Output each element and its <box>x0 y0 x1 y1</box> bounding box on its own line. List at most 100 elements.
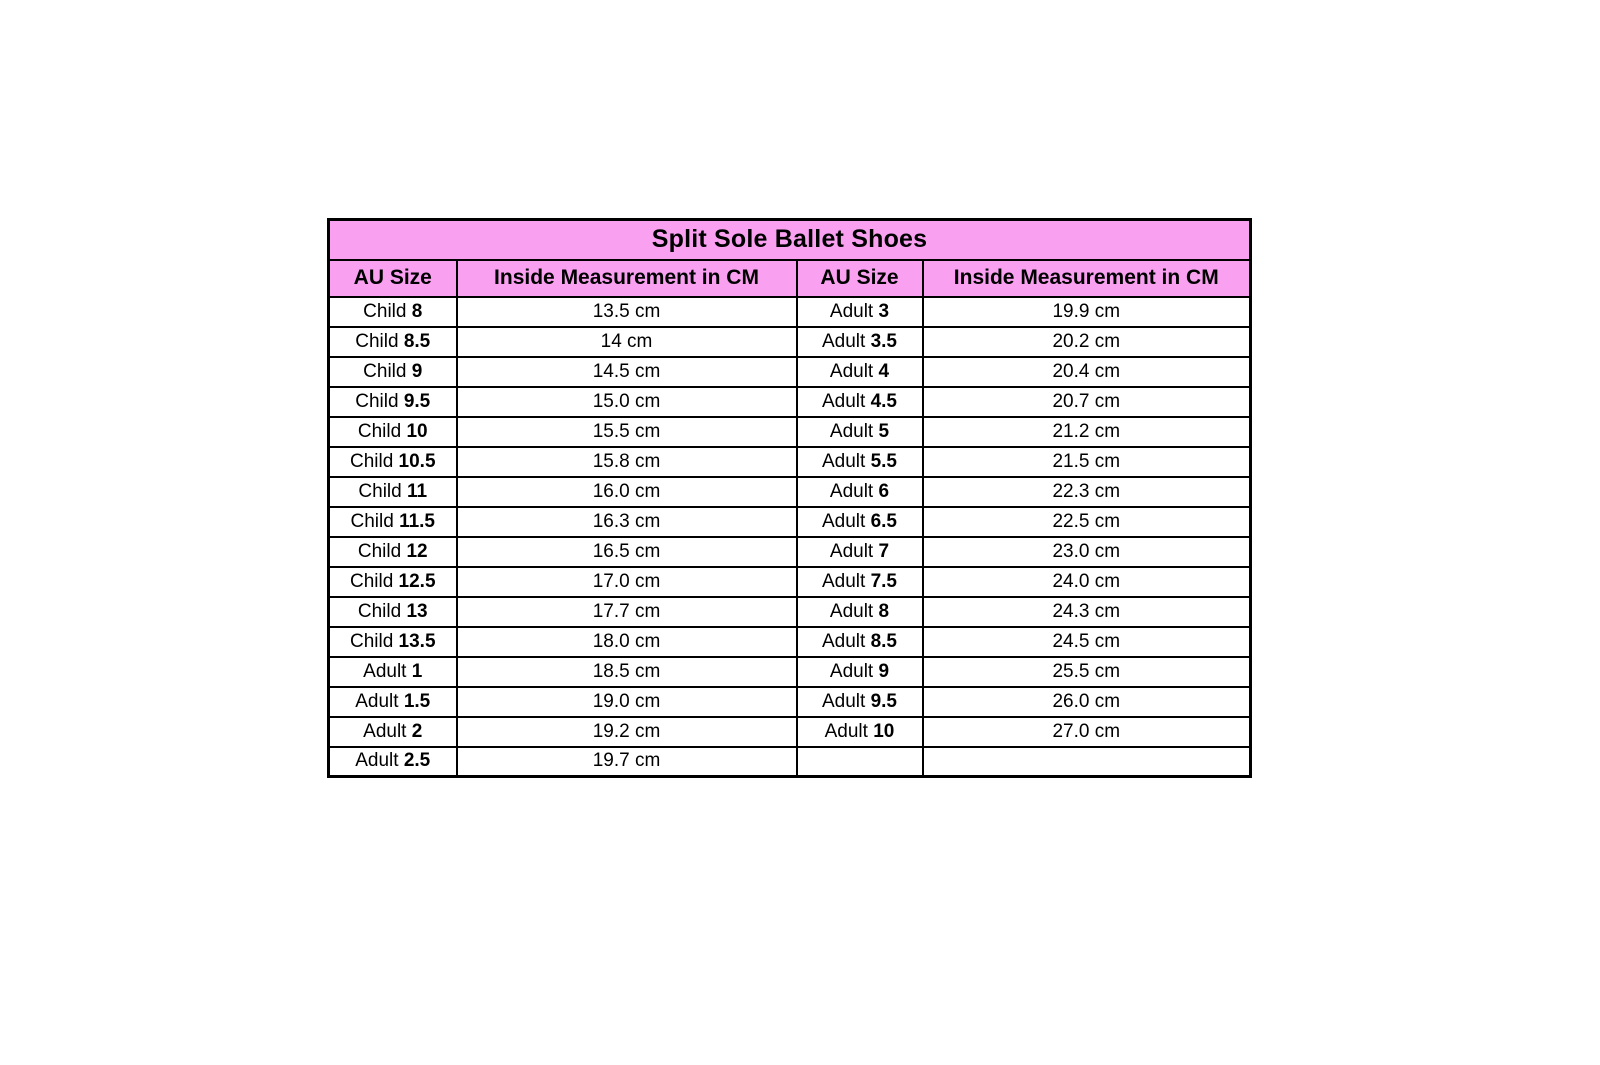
size-number: 7.5 <box>870 570 897 592</box>
size-cell: Adult 2.5 <box>327 745 458 778</box>
table-row: Adult 2.5 19.7 cm <box>327 745 1252 778</box>
size-cell: Adult 1.5 <box>327 685 458 718</box>
size-cell: Child 11 <box>327 475 458 508</box>
table-row: Child 9.5 15.0 cm Adult 4.5 20.7 cm <box>327 385 1252 418</box>
size-cell: Adult 7 <box>795 535 924 568</box>
measurement-cell: 21.5 cm <box>921 445 1252 478</box>
size-cell: Child 13.5 <box>327 625 458 658</box>
measurement-cell: 19.0 cm <box>455 685 798 718</box>
measurement-cell: 14.5 cm <box>455 355 798 388</box>
table-row: Child 13.5 18.0 cm Adult 8.5 24.5 cm <box>327 625 1252 658</box>
measurement-cell: 15.8 cm <box>455 445 798 478</box>
size-number: 6 <box>878 480 890 502</box>
size-number: 9 <box>411 360 423 382</box>
table-row: Child 12.5 17.0 cm Adult 7.5 24.0 cm <box>327 565 1252 598</box>
measurement-cell: 16.0 cm <box>455 475 798 508</box>
measurement-cell: 23.0 cm <box>921 535 1252 568</box>
measurement-cell: 15.5 cm <box>455 415 798 448</box>
measurement-cell: 24.3 cm <box>921 595 1252 628</box>
measurement-cell: 19.7 cm <box>455 745 798 778</box>
size-number: 1 <box>411 660 423 682</box>
size-cell: Adult 7.5 <box>795 565 924 598</box>
size-cell: Child 12 <box>327 535 458 568</box>
table-row: Child 11 16.0 cm Adult 6 22.3 cm <box>327 475 1252 508</box>
size-chart: Split Sole Ballet Shoes AU Size Inside M… <box>327 218 1252 778</box>
size-number: 4 <box>878 360 890 382</box>
measurement-cell: 15.0 cm <box>455 385 798 418</box>
column-header-measurement-left: Inside Measurement in CM <box>455 258 798 298</box>
title-row: Split Sole Ballet Shoes <box>327 218 1252 261</box>
measurement-cell: 21.2 cm <box>921 415 1252 448</box>
size-cell: Adult 4 <box>795 355 924 388</box>
measurement-cell: 20.2 cm <box>921 325 1252 358</box>
measurement-cell: 24.5 cm <box>921 625 1252 658</box>
measurement-cell: 18.0 cm <box>455 625 798 658</box>
table-row: Child 10.5 15.8 cm Adult 5.5 21.5 cm <box>327 445 1252 478</box>
size-number: 2 <box>411 720 423 742</box>
size-cell: Adult 5 <box>795 415 924 448</box>
size-number: 6.5 <box>870 510 897 532</box>
measurement-cell: 17.7 cm <box>455 595 798 628</box>
measurement-cell: 18.5 cm <box>455 655 798 688</box>
size-cell: Adult 8 <box>795 595 924 628</box>
size-cell: Child 10.5 <box>327 445 458 478</box>
size-cell: Child 11.5 <box>327 505 458 538</box>
size-number: 3.5 <box>870 330 897 352</box>
measurement-cell: 20.4 cm <box>921 355 1252 388</box>
measurement-cell: 25.5 cm <box>921 655 1252 688</box>
chart-title: Split Sole Ballet Shoes <box>327 218 1252 261</box>
table-row: Child 8 13.5 cm Adult 3 19.9 cm <box>327 295 1252 328</box>
measurement-cell: 19.2 cm <box>455 715 798 748</box>
size-cell: Adult 6.5 <box>795 505 924 538</box>
size-cell: Adult 3.5 <box>795 325 924 358</box>
size-cell: Child 8.5 <box>327 325 458 358</box>
column-header-measurement-right: Inside Measurement in CM <box>921 258 1252 298</box>
size-number: 12.5 <box>398 570 436 592</box>
table-row: Child 12 16.5 cm Adult 7 23.0 cm <box>327 535 1252 568</box>
table-row: Child 11.5 16.3 cm Adult 6.5 22.5 cm <box>327 505 1252 538</box>
size-cell: Child 9 <box>327 355 458 388</box>
measurement-cell: 22.3 cm <box>921 475 1252 508</box>
size-cell: Adult 9.5 <box>795 685 924 718</box>
size-number: 5.5 <box>870 450 897 472</box>
measurement-cell: 13.5 cm <box>455 295 798 328</box>
measurement-cell: 27.0 cm <box>921 715 1252 748</box>
table-row: Child 8.5 14 cm Adult 3.5 20.2 cm <box>327 325 1252 358</box>
size-cell: Adult 5.5 <box>795 445 924 478</box>
size-number: 8 <box>411 300 423 322</box>
measurement-cell: 16.3 cm <box>455 505 798 538</box>
size-cell: Adult 2 <box>327 715 458 748</box>
size-chart-table: Split Sole Ballet Shoes AU Size Inside M… <box>327 218 1252 778</box>
column-header-au-size-left: AU Size <box>327 258 458 298</box>
measurement-cell: 22.5 cm <box>921 505 1252 538</box>
size-number: 1.5 <box>403 690 431 712</box>
size-number: 9 <box>878 660 890 682</box>
size-number: 5 <box>878 420 890 442</box>
size-cell: Child 9.5 <box>327 385 458 418</box>
size-number: 8.5 <box>403 330 431 352</box>
size-number: 4.5 <box>870 390 897 412</box>
size-number: 11.5 <box>399 510 435 532</box>
measurement-cell: 20.7 cm <box>921 385 1252 418</box>
column-header-au-size-right: AU Size <box>795 258 924 298</box>
size-number: 12 <box>406 540 428 562</box>
size-cell: Child 10 <box>327 415 458 448</box>
table-row: Adult 1.5 19.0 cm Adult 9.5 26.0 cm <box>327 685 1252 718</box>
size-number: 7 <box>878 540 890 562</box>
size-number: 11 <box>406 480 428 502</box>
measurement-cell: 14 cm <box>455 325 798 358</box>
size-number: 3 <box>878 300 890 322</box>
size-number: 9.5 <box>870 690 897 712</box>
size-cell: Child 13 <box>327 595 458 628</box>
size-cell: Child 8 <box>327 295 458 328</box>
size-number: 8.5 <box>870 630 897 652</box>
size-number: 10.5 <box>398 450 436 472</box>
size-cell: Adult 10 <box>795 715 924 748</box>
measurement-cell: 24.0 cm <box>921 565 1252 598</box>
size-cell: Child 12.5 <box>327 565 458 598</box>
measurement-cell: 19.9 cm <box>921 295 1252 328</box>
table-row: Adult 1 18.5 cm Adult 9 25.5 cm <box>327 655 1252 688</box>
size-number: 9.5 <box>403 390 431 412</box>
measurement-cell: 26.0 cm <box>921 685 1252 718</box>
size-cell: Adult 6 <box>795 475 924 508</box>
